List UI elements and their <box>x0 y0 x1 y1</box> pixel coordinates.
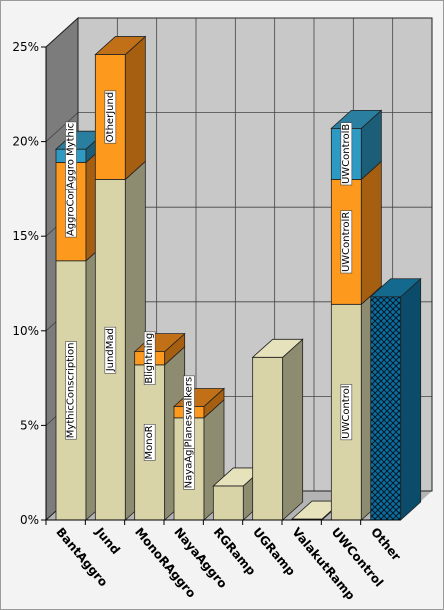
segment-label-box <box>65 341 77 440</box>
y-tick-label: 15% <box>12 229 39 243</box>
y-tick-label: 10% <box>12 324 39 338</box>
segment-label: JundMad <box>105 328 116 372</box>
bar-segment <box>370 296 402 521</box>
bar-segment-side <box>400 277 422 521</box>
segment-label: MythicConscription <box>66 343 77 439</box>
segment-label-box <box>143 424 156 461</box>
segment-label: UWControlB <box>341 124 352 184</box>
segment-label: Aggro Mythic <box>66 123 77 189</box>
bar-segment-top <box>94 36 147 55</box>
segment-label-box <box>183 375 195 449</box>
segment-label: OtherJund <box>105 92 116 142</box>
bar-segment <box>212 485 244 521</box>
segment-label: NayaAg <box>184 449 195 488</box>
segment-label-box <box>104 90 117 144</box>
bar-segment-side <box>124 35 146 181</box>
x-tick-label: Jund <box>92 524 123 557</box>
y-tick-label: 0% <box>20 513 39 527</box>
bar-segment-top <box>251 338 304 358</box>
segment-label: Planeswalkers <box>184 377 195 448</box>
segment-label-box <box>340 384 353 441</box>
segment-label: UWControlR <box>341 212 352 272</box>
side-gridline <box>45 112 79 142</box>
segment-label-box <box>104 326 117 374</box>
bar-segment <box>252 356 284 521</box>
segment-label: Blightning <box>144 333 155 384</box>
segment-label-box <box>340 210 353 274</box>
segment-label-box <box>65 121 77 190</box>
y-tick-label: 20% <box>12 135 39 149</box>
segment-label: UWControl <box>341 385 352 438</box>
bar-segment-side <box>360 160 382 306</box>
y-tick-label: 25% <box>12 40 39 54</box>
bar-segment-side <box>282 338 304 521</box>
segment-label: AggroCon <box>66 187 77 236</box>
segment-label: MonoR <box>144 425 155 459</box>
bar-segment-top <box>369 278 422 298</box>
y-tick-label: 5% <box>20 418 39 432</box>
x-tick-label: Other <box>368 525 404 564</box>
segment-label-box <box>340 122 353 186</box>
segment-label-box <box>143 331 156 385</box>
